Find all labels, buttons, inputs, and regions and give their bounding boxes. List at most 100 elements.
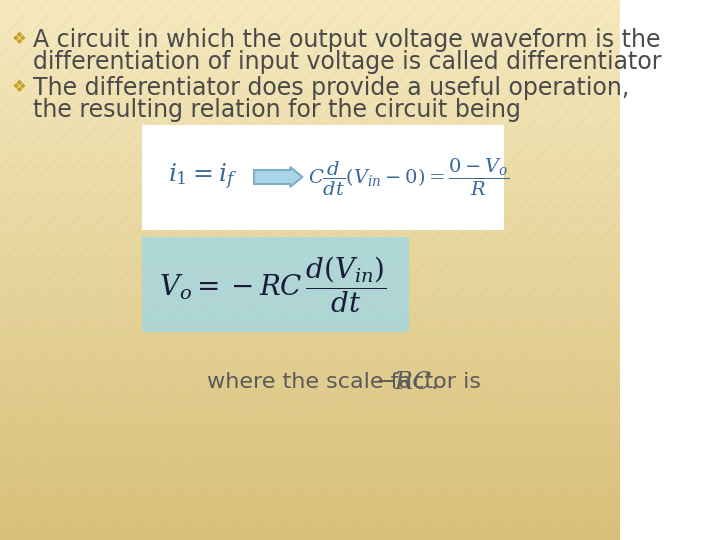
Bar (0, 330, 620, 333)
FancyArrow shape (254, 167, 302, 187)
Bar (0, 228, 620, 231)
Bar (0, 424, 620, 427)
Bar (0, 273, 620, 275)
Bar (0, 347, 620, 349)
Text: $-RC.$: $-RC.$ (375, 370, 438, 394)
Bar (0, 52, 620, 54)
Bar (0, 163, 620, 166)
Bar (0, 468, 620, 470)
Bar (0, 327, 620, 329)
Bar (0, 296, 620, 299)
Bar (0, 87, 620, 90)
Bar (0, 307, 620, 309)
Bar (0, 316, 620, 319)
Bar (0, 117, 620, 119)
Bar (0, 279, 620, 281)
Bar (0, 55, 620, 58)
Bar (0, 68, 620, 70)
Bar (0, 208, 620, 211)
Bar (0, 325, 620, 328)
Bar (0, 90, 620, 92)
Bar (0, 411, 620, 414)
Bar (0, 214, 620, 216)
Bar (0, 492, 620, 495)
Text: the resulting relation for the circuit being: the resulting relation for the circuit b… (32, 98, 521, 122)
Bar (0, 458, 620, 461)
Bar (0, 471, 620, 474)
Bar (0, 50, 620, 52)
Text: ❖: ❖ (12, 78, 27, 96)
Bar (0, 334, 620, 336)
Bar (0, 381, 620, 383)
Bar (0, 23, 620, 25)
Bar (0, 282, 620, 285)
Bar (0, 152, 620, 155)
Bar (0, 131, 620, 133)
Text: ❖: ❖ (12, 30, 27, 48)
Bar (0, 233, 620, 236)
Bar (0, 217, 620, 220)
Bar (0, 176, 620, 178)
Bar (0, 158, 620, 160)
Bar (0, 522, 620, 524)
Bar (0, 138, 620, 140)
Bar (0, 374, 620, 376)
Bar (0, 120, 620, 123)
Bar (0, 451, 620, 454)
Bar (0, 394, 620, 396)
Bar (0, 395, 620, 398)
Bar (0, 462, 620, 464)
Bar (0, 295, 620, 297)
Text: A circuit in which the output voltage waveform is the: A circuit in which the output voltage wa… (32, 28, 660, 52)
Bar (0, 5, 620, 7)
Bar (0, 230, 620, 232)
Bar (0, 345, 620, 347)
Bar (0, 271, 620, 274)
Bar (0, 248, 620, 250)
Text: where the scale factor is: where the scale factor is (207, 372, 488, 392)
Bar (0, 457, 620, 459)
Bar (0, 147, 620, 150)
Bar (0, 79, 620, 81)
Bar (0, 225, 620, 227)
Bar (0, 435, 620, 437)
Bar (0, 363, 620, 366)
Bar (0, 415, 620, 417)
Bar (0, 430, 620, 432)
Bar (0, 1, 620, 4)
Bar (0, 367, 620, 369)
Bar (0, 275, 620, 277)
Bar (0, 534, 620, 536)
Bar (0, 525, 620, 528)
Bar (0, 341, 620, 344)
Text: $C\dfrac{d}{dt}(V_{in}-0)=\dfrac{0-V_o}{R}$: $C\dfrac{d}{dt}(V_{in}-0)=\dfrac{0-V_o}{… (308, 157, 510, 198)
Bar (0, 57, 620, 59)
Bar (0, 91, 620, 93)
Bar (0, 73, 620, 76)
Bar (0, 195, 620, 198)
Bar (0, 44, 620, 47)
Bar (0, 269, 620, 272)
Text: differentiation of input voltage is called differentiator: differentiation of input voltage is call… (32, 50, 661, 74)
Bar (0, 156, 620, 158)
Bar (0, 100, 620, 103)
Bar (0, 151, 620, 153)
Bar (0, 484, 620, 486)
Bar (0, 98, 620, 101)
Bar (0, 203, 620, 205)
Text: The differentiator does provide a useful operation,: The differentiator does provide a useful… (32, 76, 629, 100)
Bar (0, 122, 620, 124)
Bar (0, 201, 620, 204)
Bar (0, 168, 620, 171)
Bar (0, 140, 620, 142)
Bar (0, 33, 620, 36)
Bar (0, 518, 620, 520)
Bar (0, 383, 620, 385)
Bar (0, 141, 620, 144)
Bar (0, 246, 620, 248)
Text: $V_o = -RC\,\dfrac{d(V_{in})}{dt}$: $V_o = -RC\,\dfrac{d(V_{in})}{dt}$ (159, 255, 387, 315)
Bar (0, 397, 620, 400)
Bar (0, 340, 620, 342)
Bar (0, 300, 620, 302)
Bar (0, 266, 620, 268)
